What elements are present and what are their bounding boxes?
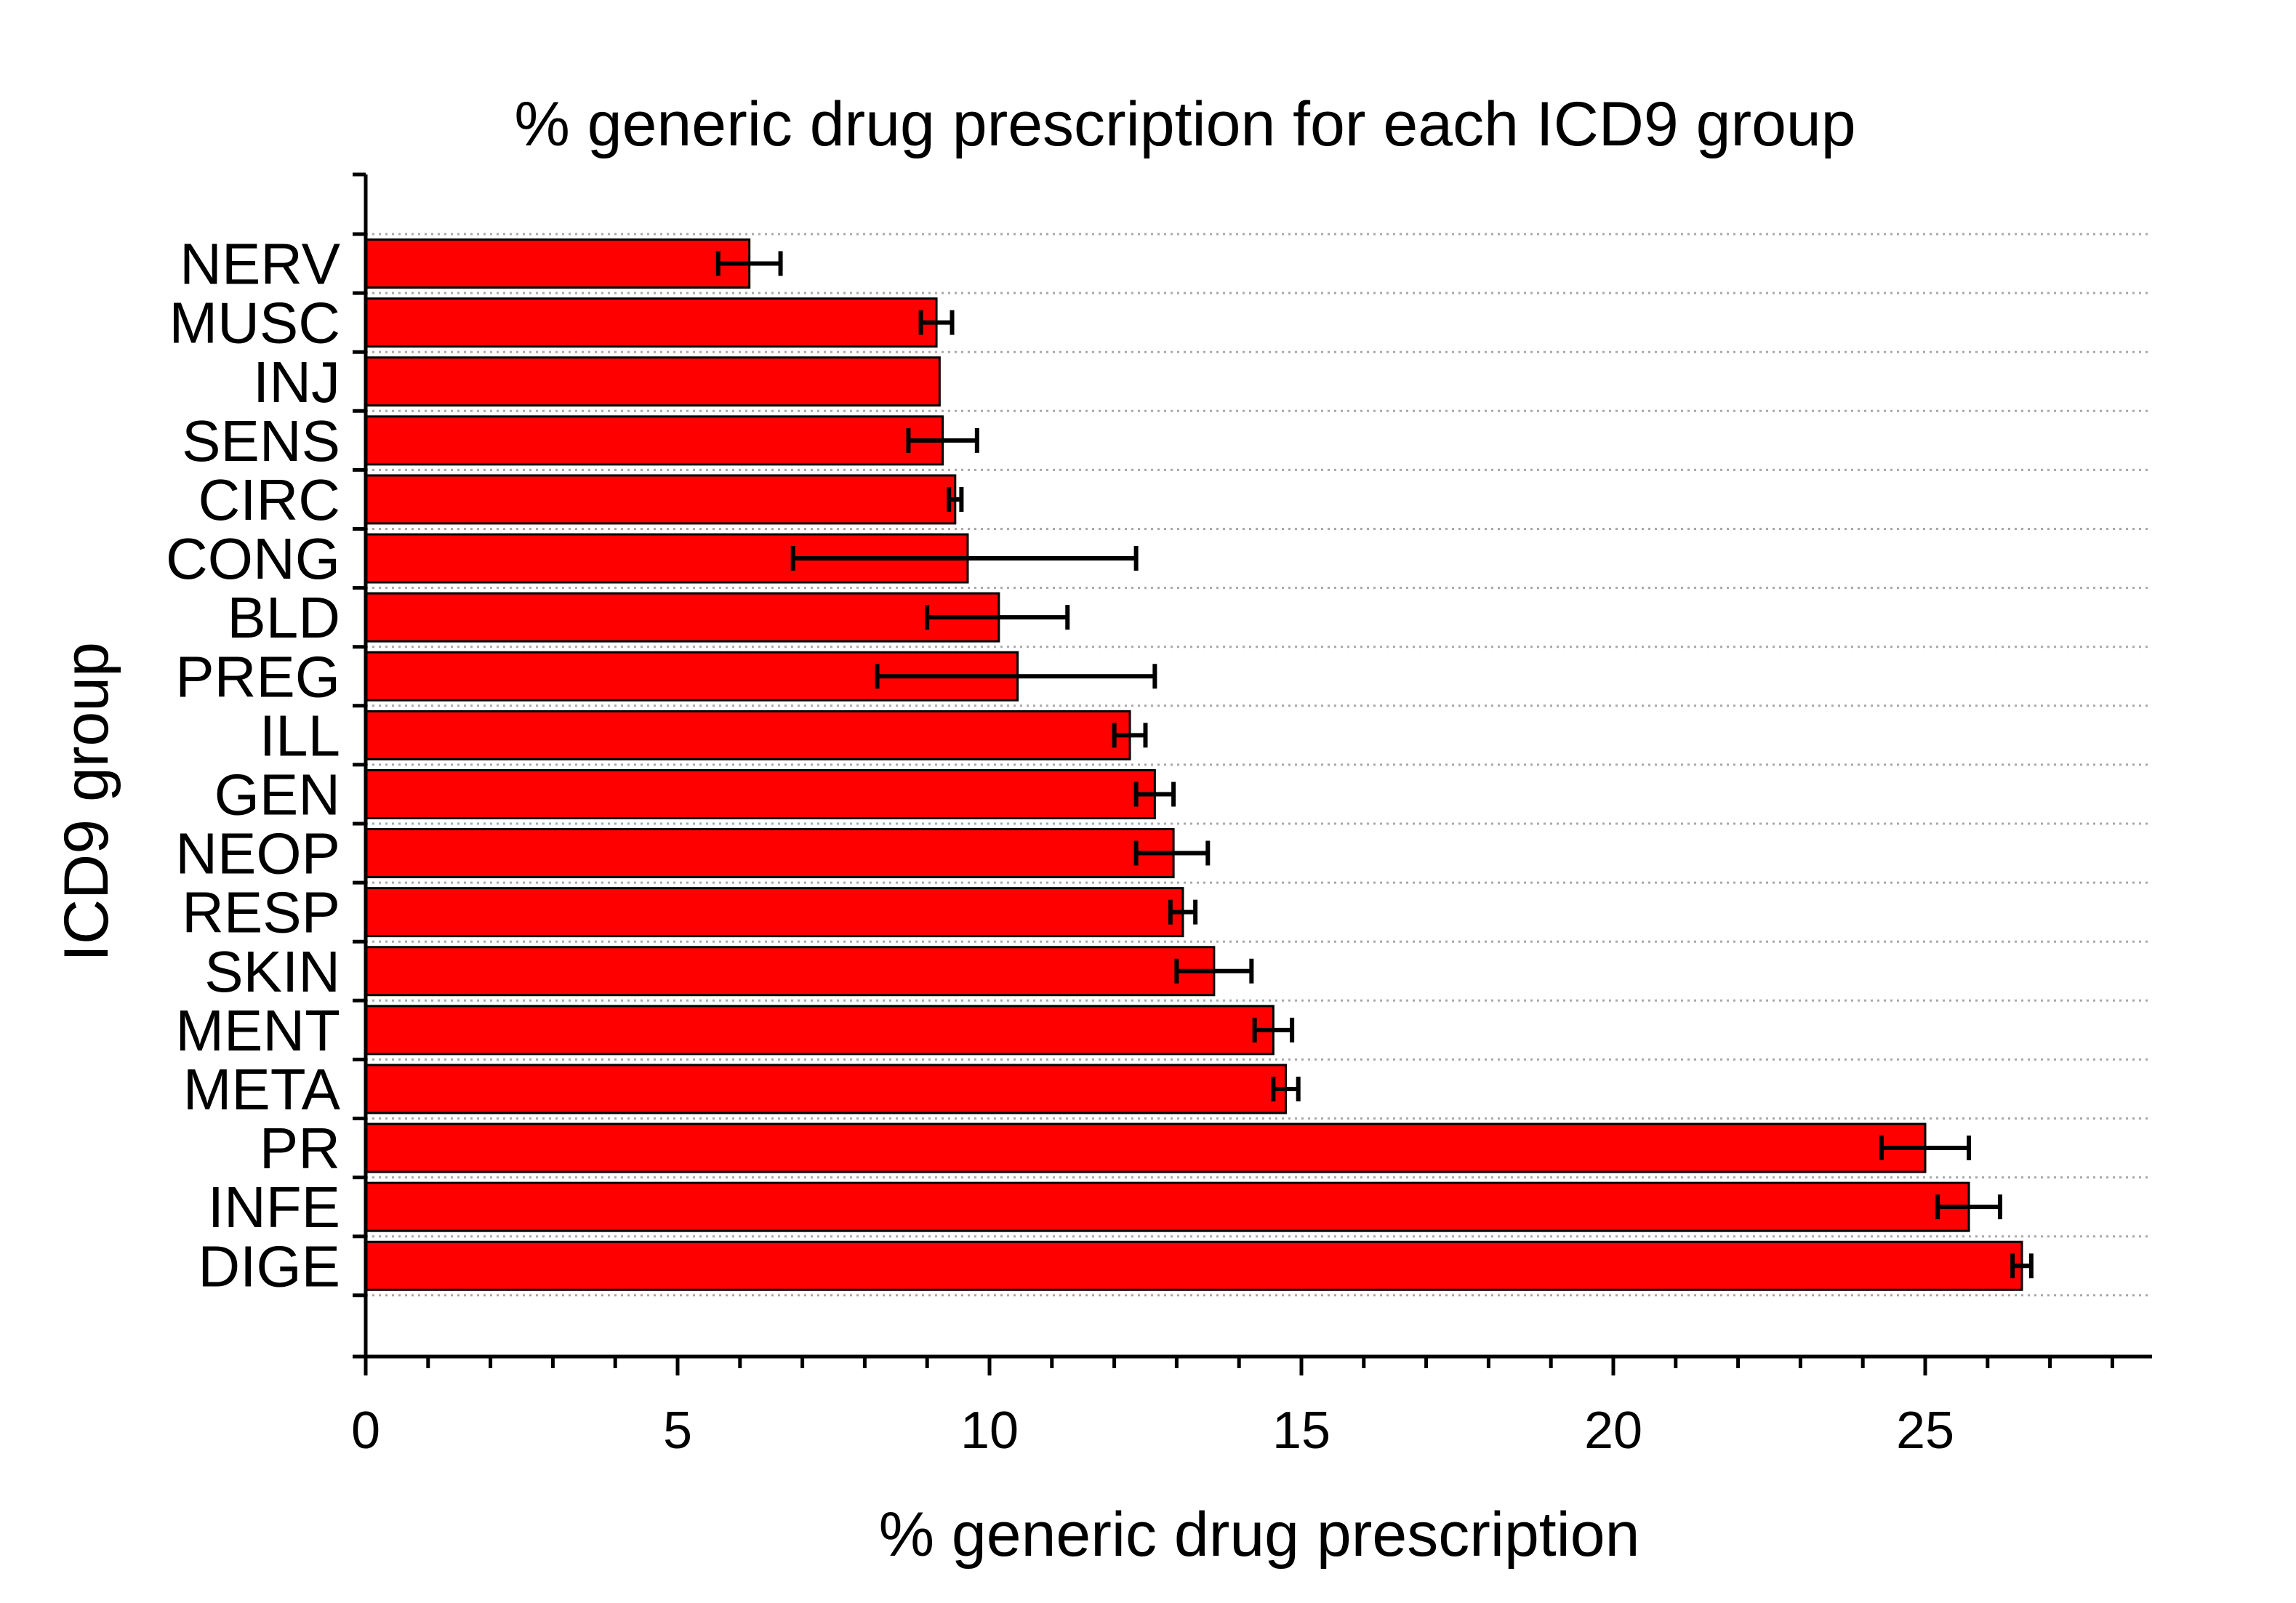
bar-skin: [364, 946, 1216, 997]
x-tick-label: 5: [663, 1402, 692, 1460]
category-label: ILL: [260, 703, 340, 768]
chart-title: % generic drug prescription for each ICD…: [514, 89, 1855, 159]
category-labels: NERVMUSCINJSENSCIRCCONGBLDPREGILLGENNEOP…: [166, 232, 341, 1299]
x-tick-label: 25: [1896, 1402, 1954, 1460]
bar-infe: [364, 1181, 1970, 1232]
category-label: DIGE: [198, 1234, 340, 1298]
bar-nerv: [364, 238, 751, 289]
category-label: META: [183, 1057, 341, 1122]
error-bar-gen: [1133, 782, 1176, 807]
category-label: BLD: [227, 585, 340, 650]
error-bar-nerv: [715, 251, 783, 276]
category-label: INFE: [208, 1175, 340, 1240]
category-label: SENS: [182, 409, 340, 473]
bars: [364, 238, 2023, 1291]
error-bar-ill: [1112, 723, 1148, 748]
x-tick-label: 0: [351, 1402, 380, 1460]
category-label: NERV: [180, 232, 340, 297]
error-bar-pr: [1879, 1136, 1972, 1161]
category-label: MUSC: [169, 291, 340, 355]
bar-bld: [364, 592, 1000, 643]
category-label: MENT: [175, 998, 340, 1063]
bar-ment: [364, 1005, 1275, 1056]
bar-gen: [364, 768, 1156, 819]
category-label: RESP: [182, 880, 340, 945]
category-label: PR: [260, 1116, 340, 1181]
y-axis-title: ICD9 group: [52, 642, 121, 962]
bar-sens: [364, 415, 944, 466]
error-bar-resp: [1168, 899, 1198, 925]
category-label: INJ: [253, 350, 340, 414]
bar-neop: [364, 828, 1175, 879]
error-bar-meta: [1271, 1076, 1301, 1101]
bar-meta: [364, 1064, 1288, 1114]
x-tick-label: 15: [1272, 1402, 1330, 1460]
category-label: CONG: [166, 526, 340, 591]
error-bar-skin: [1174, 958, 1254, 984]
x-axis-title: % generic drug prescription: [879, 1500, 1640, 1570]
error-bar-dige: [2010, 1253, 2034, 1279]
category-label: SKIN: [204, 939, 340, 1004]
x-tick-label: 10: [960, 1402, 1019, 1460]
bar-circ: [364, 474, 957, 525]
error-bar-cong: [790, 546, 1139, 571]
bar-musc: [364, 297, 938, 348]
error-bar-musc: [918, 310, 955, 335]
error-bar-bld: [925, 605, 1070, 630]
bar-dige: [364, 1240, 2023, 1291]
error-bar-neop: [1133, 840, 1211, 866]
error-bar-ment: [1252, 1017, 1295, 1042]
category-label: NEOP: [175, 821, 340, 886]
error-bar-circ: [947, 486, 964, 512]
bar-ill: [364, 710, 1131, 760]
bar-inj: [364, 356, 941, 407]
category-label: CIRC: [198, 467, 340, 532]
error-bar-preg: [875, 664, 1157, 689]
category-label: PREG: [175, 644, 340, 709]
error-bar-infe: [1935, 1194, 2002, 1220]
category-label: GEN: [214, 762, 340, 827]
bar-pr: [364, 1122, 1927, 1173]
bar-resp: [364, 887, 1184, 938]
error-bars: [715, 251, 2034, 1279]
x-axis-ticks: 0 5 10 15 20 25: [351, 1357, 2114, 1460]
error-bar-sens: [906, 427, 979, 453]
x-tick-label: 20: [1584, 1402, 1642, 1460]
y-axis-ticks: [353, 172, 366, 1359]
